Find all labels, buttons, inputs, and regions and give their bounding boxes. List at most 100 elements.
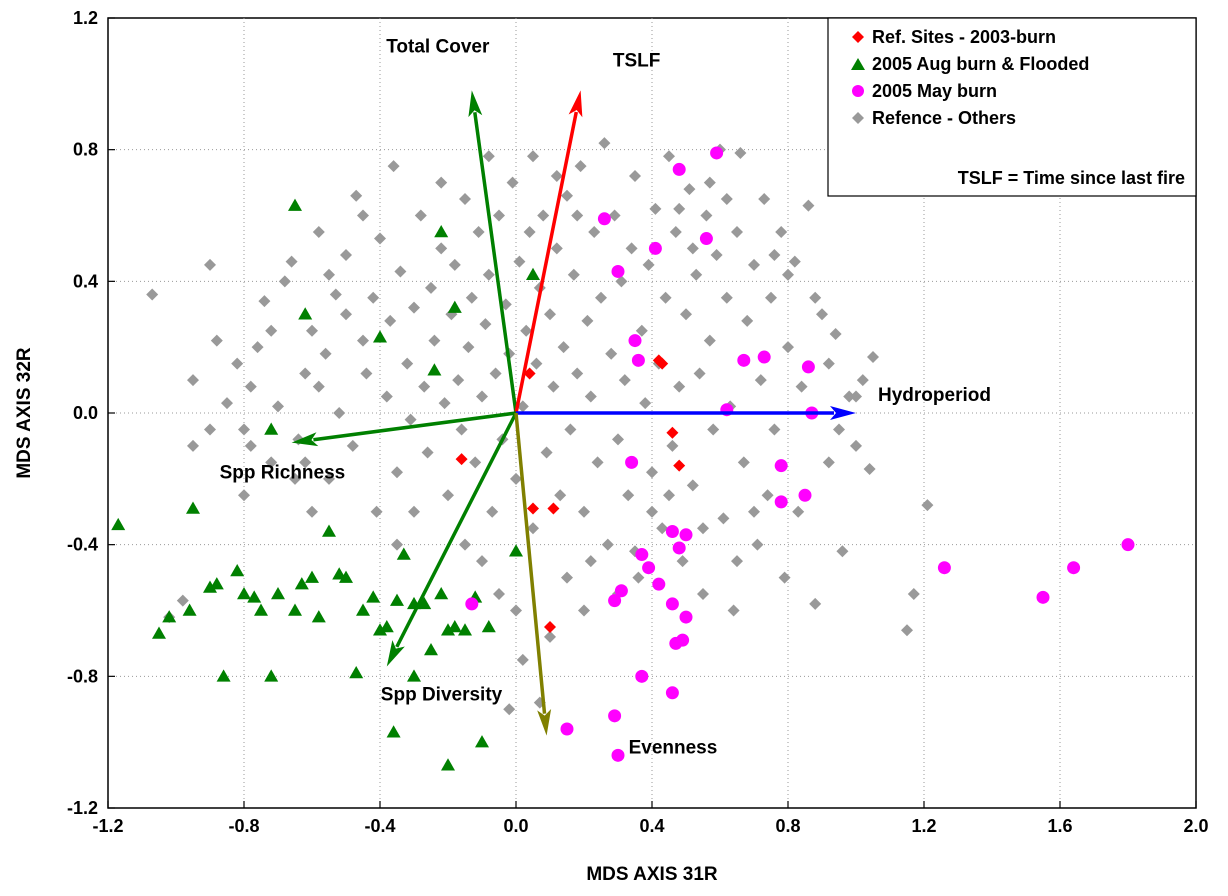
data-point-diamond [404, 413, 417, 426]
vector-label: Spp Diversity [381, 684, 503, 705]
data-point-diamond [312, 380, 325, 393]
data-point-circle [665, 686, 679, 700]
data-point-diamond [761, 489, 774, 502]
data-point-circle [597, 212, 611, 226]
vector-line [514, 412, 547, 714]
legend-label-aug-burn: 2005 Aug burn & Flooded [872, 54, 1089, 74]
x-tick-label: 2.0 [1183, 816, 1208, 836]
vector-arrowhead [386, 640, 405, 667]
x-tick-label: -1.2 [92, 816, 123, 836]
data-point-circle [642, 561, 656, 575]
data-point-diamond [340, 249, 352, 261]
data-point-triangle [288, 603, 302, 616]
data-point-diamond [428, 334, 441, 347]
data-point-diamond [367, 291, 380, 304]
data-point-diamond [686, 242, 699, 255]
data-point-triangle [356, 603, 370, 616]
data-point-triangle [349, 666, 364, 679]
data-point-diamond [646, 505, 658, 518]
data-point-diamond [663, 150, 675, 163]
data-point-diamond [465, 291, 478, 304]
vector-label: TSLF [613, 50, 661, 71]
data-point-diamond [646, 466, 658, 479]
vector-line [514, 111, 578, 414]
data-point-diamond [635, 324, 648, 337]
legend-marker-ref-2003 [852, 31, 864, 43]
vector-arrowhead [291, 432, 319, 447]
data-point-circle [648, 241, 662, 255]
data-point-diamond [564, 423, 577, 436]
data-point-triangle [271, 587, 285, 600]
data-point-diamond [357, 209, 369, 222]
data-point-diamond [516, 653, 529, 666]
data-point-diamond [547, 380, 560, 393]
data-point-diamond [639, 397, 652, 410]
data-point-diamond [649, 202, 662, 215]
data-point-diamond [476, 555, 488, 568]
data-point-diamond [523, 367, 536, 380]
data-point-triangle [264, 669, 279, 682]
data-point-diamond [435, 176, 448, 189]
data-point-triangle [509, 544, 523, 557]
data-point-diamond [391, 466, 403, 479]
legend-label-ref-2003: Ref. Sites - 2003-burn [872, 27, 1056, 47]
data-point-diamond [384, 314, 397, 327]
data-point-circle [757, 350, 771, 364]
data-point-triangle [186, 501, 200, 514]
data-point-triangle [441, 623, 455, 636]
data-point-diamond [615, 275, 628, 288]
data-point-diamond [510, 472, 522, 485]
data-point-triangle [447, 619, 462, 633]
data-point-diamond [244, 380, 257, 393]
data-point-triangle [427, 363, 442, 376]
data-point-diamond [346, 439, 359, 452]
data-point-diamond [414, 209, 427, 222]
data-point-diamond [238, 423, 250, 436]
data-point-diamond [435, 242, 448, 255]
data-point-triangle [305, 570, 319, 583]
data-point-triangle [373, 330, 387, 343]
data-point-diamond [720, 193, 733, 206]
data-point-triangle [458, 623, 472, 636]
data-point-diamond [901, 624, 913, 637]
data-point-diamond [486, 505, 499, 518]
data-point-diamond [574, 160, 587, 173]
data-point-triangle [390, 593, 404, 606]
x-tick-label: 0.8 [775, 816, 800, 836]
data-point-diamond [299, 367, 312, 380]
data-point-diamond [703, 176, 716, 189]
data-point-diamond [472, 225, 485, 238]
data-point-circle [672, 541, 686, 555]
data-point-diamond [357, 334, 369, 347]
data-point-diamond [544, 630, 556, 643]
data-point-diamond [323, 268, 335, 281]
data-point-diamond [748, 505, 760, 518]
vector-label: Evenness [629, 738, 718, 759]
data-point-diamond [795, 380, 808, 393]
data-point-diamond [476, 390, 488, 403]
data-point-diamond [408, 505, 420, 518]
data-point-triangle [294, 577, 309, 590]
data-point-circle [1067, 561, 1081, 575]
data-point-circle [774, 459, 788, 473]
data-point-diamond [210, 334, 223, 347]
data-point-diamond [510, 604, 522, 617]
data-point-triangle [481, 619, 496, 633]
data-point-diamond [146, 288, 159, 301]
data-point-diamond [506, 176, 519, 189]
data-point-diamond [578, 505, 590, 518]
data-point-diamond [319, 347, 332, 360]
data-point-diamond [734, 146, 747, 159]
data-point-circle [676, 633, 690, 647]
data-point-diamond [360, 367, 373, 380]
data-point-diamond [540, 446, 553, 459]
data-point-triangle [264, 422, 279, 435]
data-point-triangle [162, 610, 177, 623]
data-point-triangle [434, 587, 449, 600]
data-point-diamond [608, 209, 621, 222]
data-point-diamond [690, 268, 703, 281]
data-point-circle [774, 495, 788, 509]
data-point-triangle [526, 267, 540, 280]
y-tick-label: 0.0 [73, 403, 98, 423]
data-point-diamond [775, 225, 788, 238]
